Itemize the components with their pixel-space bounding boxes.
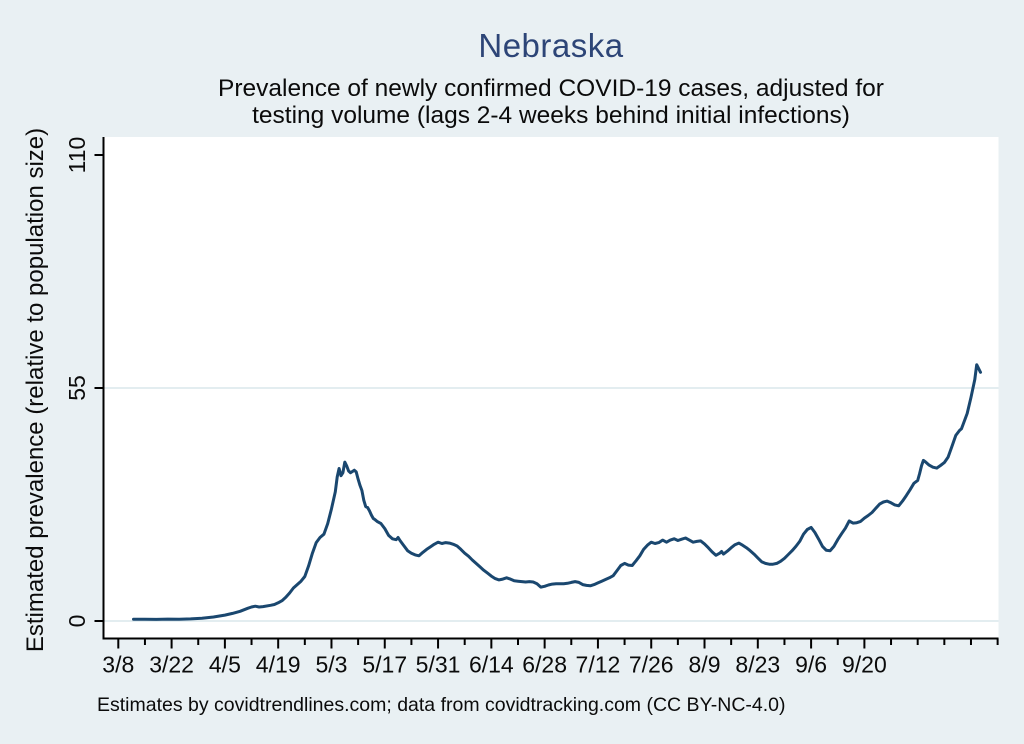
x-tick-label: 5/31 (416, 652, 461, 678)
x-tick-label: 3/8 (102, 652, 134, 678)
x-tick-label: 8/9 (689, 652, 721, 678)
y-axis-ticks: 0 55 110 (64, 137, 104, 628)
chart-title: Nebraska (478, 27, 624, 64)
x-tick-label: 3/22 (149, 652, 194, 678)
gridlines (104, 386, 999, 622)
y-axis-title: Estimated prevalence (relative to popula… (22, 127, 49, 653)
series-line (132, 363, 982, 621)
x-axis-ticks: 3/8 3/22 4/5 4/19 5/3 5/17 5/31 6/14 6/28 7/12 7/2… (102, 638, 887, 678)
x-tick-label: 5/3 (315, 652, 347, 678)
chart-subtitle: Prevalence of newly confirmed COVID-19 c… (60, 75, 1024, 129)
x-tick-label: 5/17 (362, 652, 407, 678)
source-note: Estimates by covidtrendlines.com; data f… (97, 694, 786, 716)
x-tick-label: 9/20 (842, 652, 887, 678)
chart-subtitle-line-2: testing volume (lags 2-4 weeks behind in… (252, 102, 850, 129)
x-tick-label: 6/14 (469, 652, 514, 678)
y-tick-label: 55 (64, 375, 90, 401)
x-tick-label: 4/19 (256, 652, 301, 678)
x-tick-label: 4/5 (209, 652, 241, 678)
y-tick-label: 0 (64, 615, 90, 628)
x-tick-label: 9/6 (795, 652, 827, 678)
x-tick-label: 6/28 (522, 652, 567, 678)
x-axis-minor-ticks (143, 638, 999, 645)
y-tick-label: 110 (64, 137, 90, 174)
x-tick-label: 7/12 (576, 652, 621, 678)
chart-subtitle-line-1: Prevalence of newly confirmed COVID-19 c… (218, 75, 884, 102)
x-tick-label: 7/26 (629, 652, 674, 678)
x-tick-label: 8/23 (735, 652, 780, 678)
